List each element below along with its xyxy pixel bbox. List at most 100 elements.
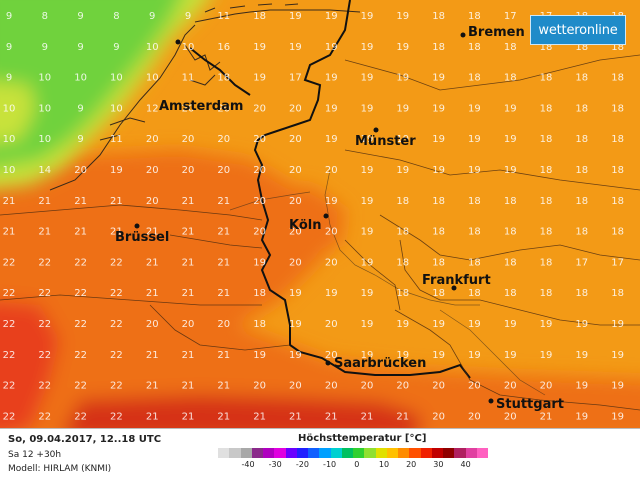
colorbar-ticks: -40 -30 -20 -10 0 10 20 30 40	[0, 460, 640, 472]
city-stuttgart[interactable]: Stuttgart	[488, 397, 564, 412]
colorbar-swatch	[251, 448, 263, 458]
grid-value: 19	[289, 288, 302, 299]
city-bruessel[interactable]: Brüssel	[115, 223, 169, 246]
city-saarbruecken[interactable]: Saarbrücken	[325, 356, 427, 371]
grid-value: 16	[217, 42, 230, 53]
grid-value: 19	[504, 350, 517, 361]
grid-value: 21	[3, 227, 16, 238]
grid-value: 22	[38, 350, 51, 361]
grid-value: 18	[253, 11, 266, 22]
grid-value: 21	[289, 411, 302, 422]
grid-value: 20	[146, 196, 159, 207]
grid-value: 21	[38, 196, 51, 207]
grid-value: 18	[611, 227, 624, 238]
grid-value: 18	[432, 11, 445, 22]
colorbar-swatch	[431, 448, 443, 458]
grid-value: 20	[253, 381, 266, 392]
city-label: Saarbrücken	[334, 356, 426, 371]
city-bremen[interactable]: Bremen	[460, 25, 525, 40]
grid-value: 19	[361, 257, 374, 268]
grid-value: 20	[361, 381, 374, 392]
city-koeln[interactable]: Köln	[289, 213, 329, 234]
grid-value: 21	[146, 257, 159, 268]
grid-value: 10	[182, 42, 195, 53]
grid-value: 19	[325, 73, 338, 84]
grid-value: 10	[38, 103, 51, 114]
grid-value: 17	[611, 257, 624, 268]
city-marker	[373, 127, 379, 133]
grid-value: 18	[504, 227, 517, 238]
colorbar-swatch	[398, 448, 410, 458]
grid-value: 18	[468, 288, 481, 299]
forecast-date: So, 09.04.2017, 12..18 UTC	[8, 434, 162, 445]
colorbar-swatch	[454, 448, 466, 458]
grid-value: 21	[182, 350, 195, 361]
colorbar-swatch	[330, 448, 342, 458]
wetteronline-logo[interactable]: wetteronline	[530, 15, 626, 45]
grid-value: 20	[289, 227, 302, 238]
grid-value: 18	[432, 42, 445, 53]
grid-value: 10	[38, 73, 51, 84]
city-label: Brüssel	[115, 230, 169, 245]
grid-value: 18	[468, 73, 481, 84]
city-label: Köln	[289, 218, 322, 233]
colorbar-swatch	[443, 448, 455, 458]
grid-value: 22	[110, 411, 123, 422]
grid-value: 18	[396, 227, 409, 238]
grid-value: 21	[146, 350, 159, 361]
colorbar-tick-label: 10	[378, 460, 390, 469]
grid-value: 18	[611, 134, 624, 145]
grid-value: 19	[289, 11, 302, 22]
grid-value: 18	[575, 227, 588, 238]
grid-value: 21	[253, 411, 266, 422]
grid-value: 10	[110, 103, 123, 114]
grid-value: 21	[217, 350, 230, 361]
grid-value: 22	[38, 288, 51, 299]
grid-value: 21	[217, 196, 230, 207]
grid-value: 18	[540, 257, 553, 268]
city-frankfurt[interactable]: Frankfurt	[422, 273, 491, 291]
grid-value: 20	[504, 381, 517, 392]
grid-value: 20	[325, 257, 338, 268]
grid-value: 19	[611, 381, 624, 392]
grid-value: 19	[575, 350, 588, 361]
grid-value: 21	[361, 411, 374, 422]
grid-value: 18	[504, 196, 517, 207]
grid-value: 21	[217, 381, 230, 392]
grid-value: 22	[110, 257, 123, 268]
grid-value: 19	[396, 134, 409, 145]
grid-value: 19	[611, 319, 624, 330]
grid-value: 20	[182, 134, 195, 145]
grid-value: 21	[182, 381, 195, 392]
grid-value: 8	[113, 11, 119, 22]
grid-value: 22	[38, 257, 51, 268]
city-muenster[interactable]: Münster	[355, 127, 416, 150]
colorbar-swatch	[353, 448, 365, 458]
grid-value: 19	[432, 165, 445, 176]
city-amsterdam[interactable]: Amsterdam	[159, 39, 243, 115]
grid-value: 20	[325, 165, 338, 176]
colorbar-tick-label: 30	[433, 460, 444, 469]
city-marker	[175, 39, 181, 45]
grid-value: 18	[540, 73, 553, 84]
grid-value: 20	[468, 411, 481, 422]
grid-value: 22	[38, 381, 51, 392]
grid-value: 21	[110, 227, 123, 238]
grid-value: 21	[38, 227, 51, 238]
logo-text: wetteronline	[538, 22, 618, 38]
grid-value: 20	[253, 227, 266, 238]
grid-value: 9	[185, 11, 191, 22]
grid-value: 19	[361, 288, 374, 299]
grid-value: 21	[182, 288, 195, 299]
grid-value: 20	[182, 165, 195, 176]
grid-value: 18	[504, 257, 517, 268]
temperature-map[interactable]: 9 8 9 8 9 9 11 18 19 19 19 19 18 18 17 17 18 18 9 9 9 9 10 10 16…	[0, 0, 640, 428]
grid-value: 22	[74, 411, 87, 422]
city-marker	[323, 213, 329, 219]
grid-value: 22	[3, 411, 16, 422]
colorbar-swatch	[386, 448, 398, 458]
grid-value: 19	[432, 350, 445, 361]
grid-value: 20	[289, 134, 302, 145]
grid-value: 19	[504, 134, 517, 145]
grid-value: 19	[289, 319, 302, 330]
